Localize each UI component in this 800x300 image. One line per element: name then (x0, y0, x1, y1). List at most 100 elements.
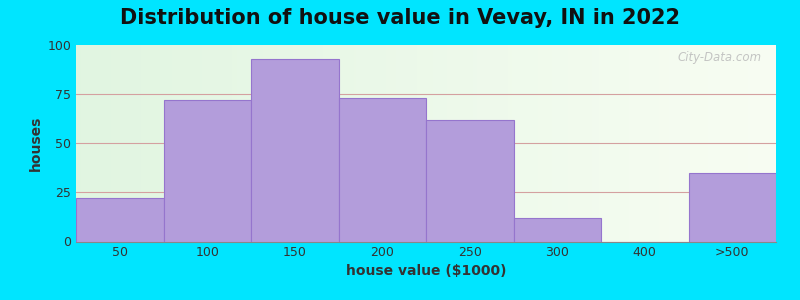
Bar (657, 45, 659, 242)
Bar (720, 45, 722, 242)
Bar (559, 45, 562, 242)
Bar (374, 45, 377, 242)
Bar (314, 45, 316, 242)
Bar (519, 45, 522, 242)
Bar (486, 45, 489, 242)
Bar (585, 45, 587, 242)
Bar (458, 45, 461, 242)
Bar (251, 59, 338, 242)
Bar (685, 45, 687, 242)
Bar (758, 45, 760, 242)
Bar (529, 45, 531, 242)
Bar (356, 45, 358, 242)
Bar (440, 45, 442, 242)
Bar (419, 45, 422, 242)
Bar (456, 45, 458, 242)
Bar (338, 45, 340, 242)
Bar (382, 45, 384, 242)
Bar (769, 45, 771, 242)
Bar (489, 45, 491, 242)
Bar (503, 45, 506, 242)
Bar (508, 45, 510, 242)
Bar (442, 45, 445, 242)
Bar (615, 45, 618, 242)
Bar (664, 45, 666, 242)
Bar (127, 45, 130, 242)
Bar (414, 45, 417, 242)
Bar (83, 45, 86, 242)
Bar (377, 45, 379, 242)
Bar (445, 45, 447, 242)
Bar (570, 45, 573, 242)
Bar (680, 45, 682, 242)
Bar (540, 45, 542, 242)
Bar (226, 45, 228, 242)
Bar (228, 45, 230, 242)
Bar (221, 45, 223, 242)
Bar (534, 45, 536, 242)
Bar (450, 45, 452, 242)
Bar (379, 45, 382, 242)
Bar (366, 45, 368, 242)
Bar (730, 45, 732, 242)
Bar (346, 45, 349, 242)
Bar (132, 45, 134, 242)
Bar (491, 45, 494, 242)
Bar (410, 45, 412, 242)
Bar (447, 45, 450, 242)
Bar (713, 45, 715, 242)
Bar (676, 45, 678, 242)
Bar (454, 45, 456, 242)
Bar (501, 45, 503, 242)
Bar (575, 45, 578, 242)
Bar (396, 45, 398, 242)
Bar (573, 45, 575, 242)
Bar (109, 45, 111, 242)
Bar (648, 45, 650, 242)
Bar (542, 45, 545, 242)
Bar (498, 45, 501, 242)
Bar (290, 45, 293, 242)
Bar (333, 45, 335, 242)
Bar (165, 45, 167, 242)
Bar (372, 45, 374, 242)
Bar (671, 45, 674, 242)
Bar (536, 45, 538, 242)
Bar (578, 45, 580, 242)
Bar (214, 45, 216, 242)
Bar (438, 45, 440, 242)
Bar (433, 45, 435, 242)
Bar (426, 120, 514, 242)
Bar (330, 45, 333, 242)
Bar (634, 45, 636, 242)
Bar (237, 45, 239, 242)
Bar (722, 45, 725, 242)
Bar (90, 45, 92, 242)
Bar (482, 45, 484, 242)
Bar (608, 45, 610, 242)
Bar (193, 45, 195, 242)
Bar (134, 45, 137, 242)
Bar (557, 45, 559, 242)
Bar (265, 45, 267, 242)
Bar (122, 45, 125, 242)
Bar (88, 45, 90, 242)
Bar (78, 45, 81, 242)
Bar (708, 45, 710, 242)
Bar (97, 45, 99, 242)
Bar (338, 98, 426, 242)
Bar (564, 45, 566, 242)
Bar (249, 45, 251, 242)
Bar (398, 45, 400, 242)
Bar (741, 45, 743, 242)
Bar (316, 45, 318, 242)
Y-axis label: houses: houses (29, 116, 43, 171)
Bar (310, 45, 312, 242)
Bar (620, 45, 622, 242)
Bar (142, 45, 144, 242)
Bar (155, 45, 158, 242)
Bar (435, 45, 438, 242)
Bar (251, 45, 254, 242)
Bar (562, 45, 564, 242)
Bar (300, 45, 302, 242)
